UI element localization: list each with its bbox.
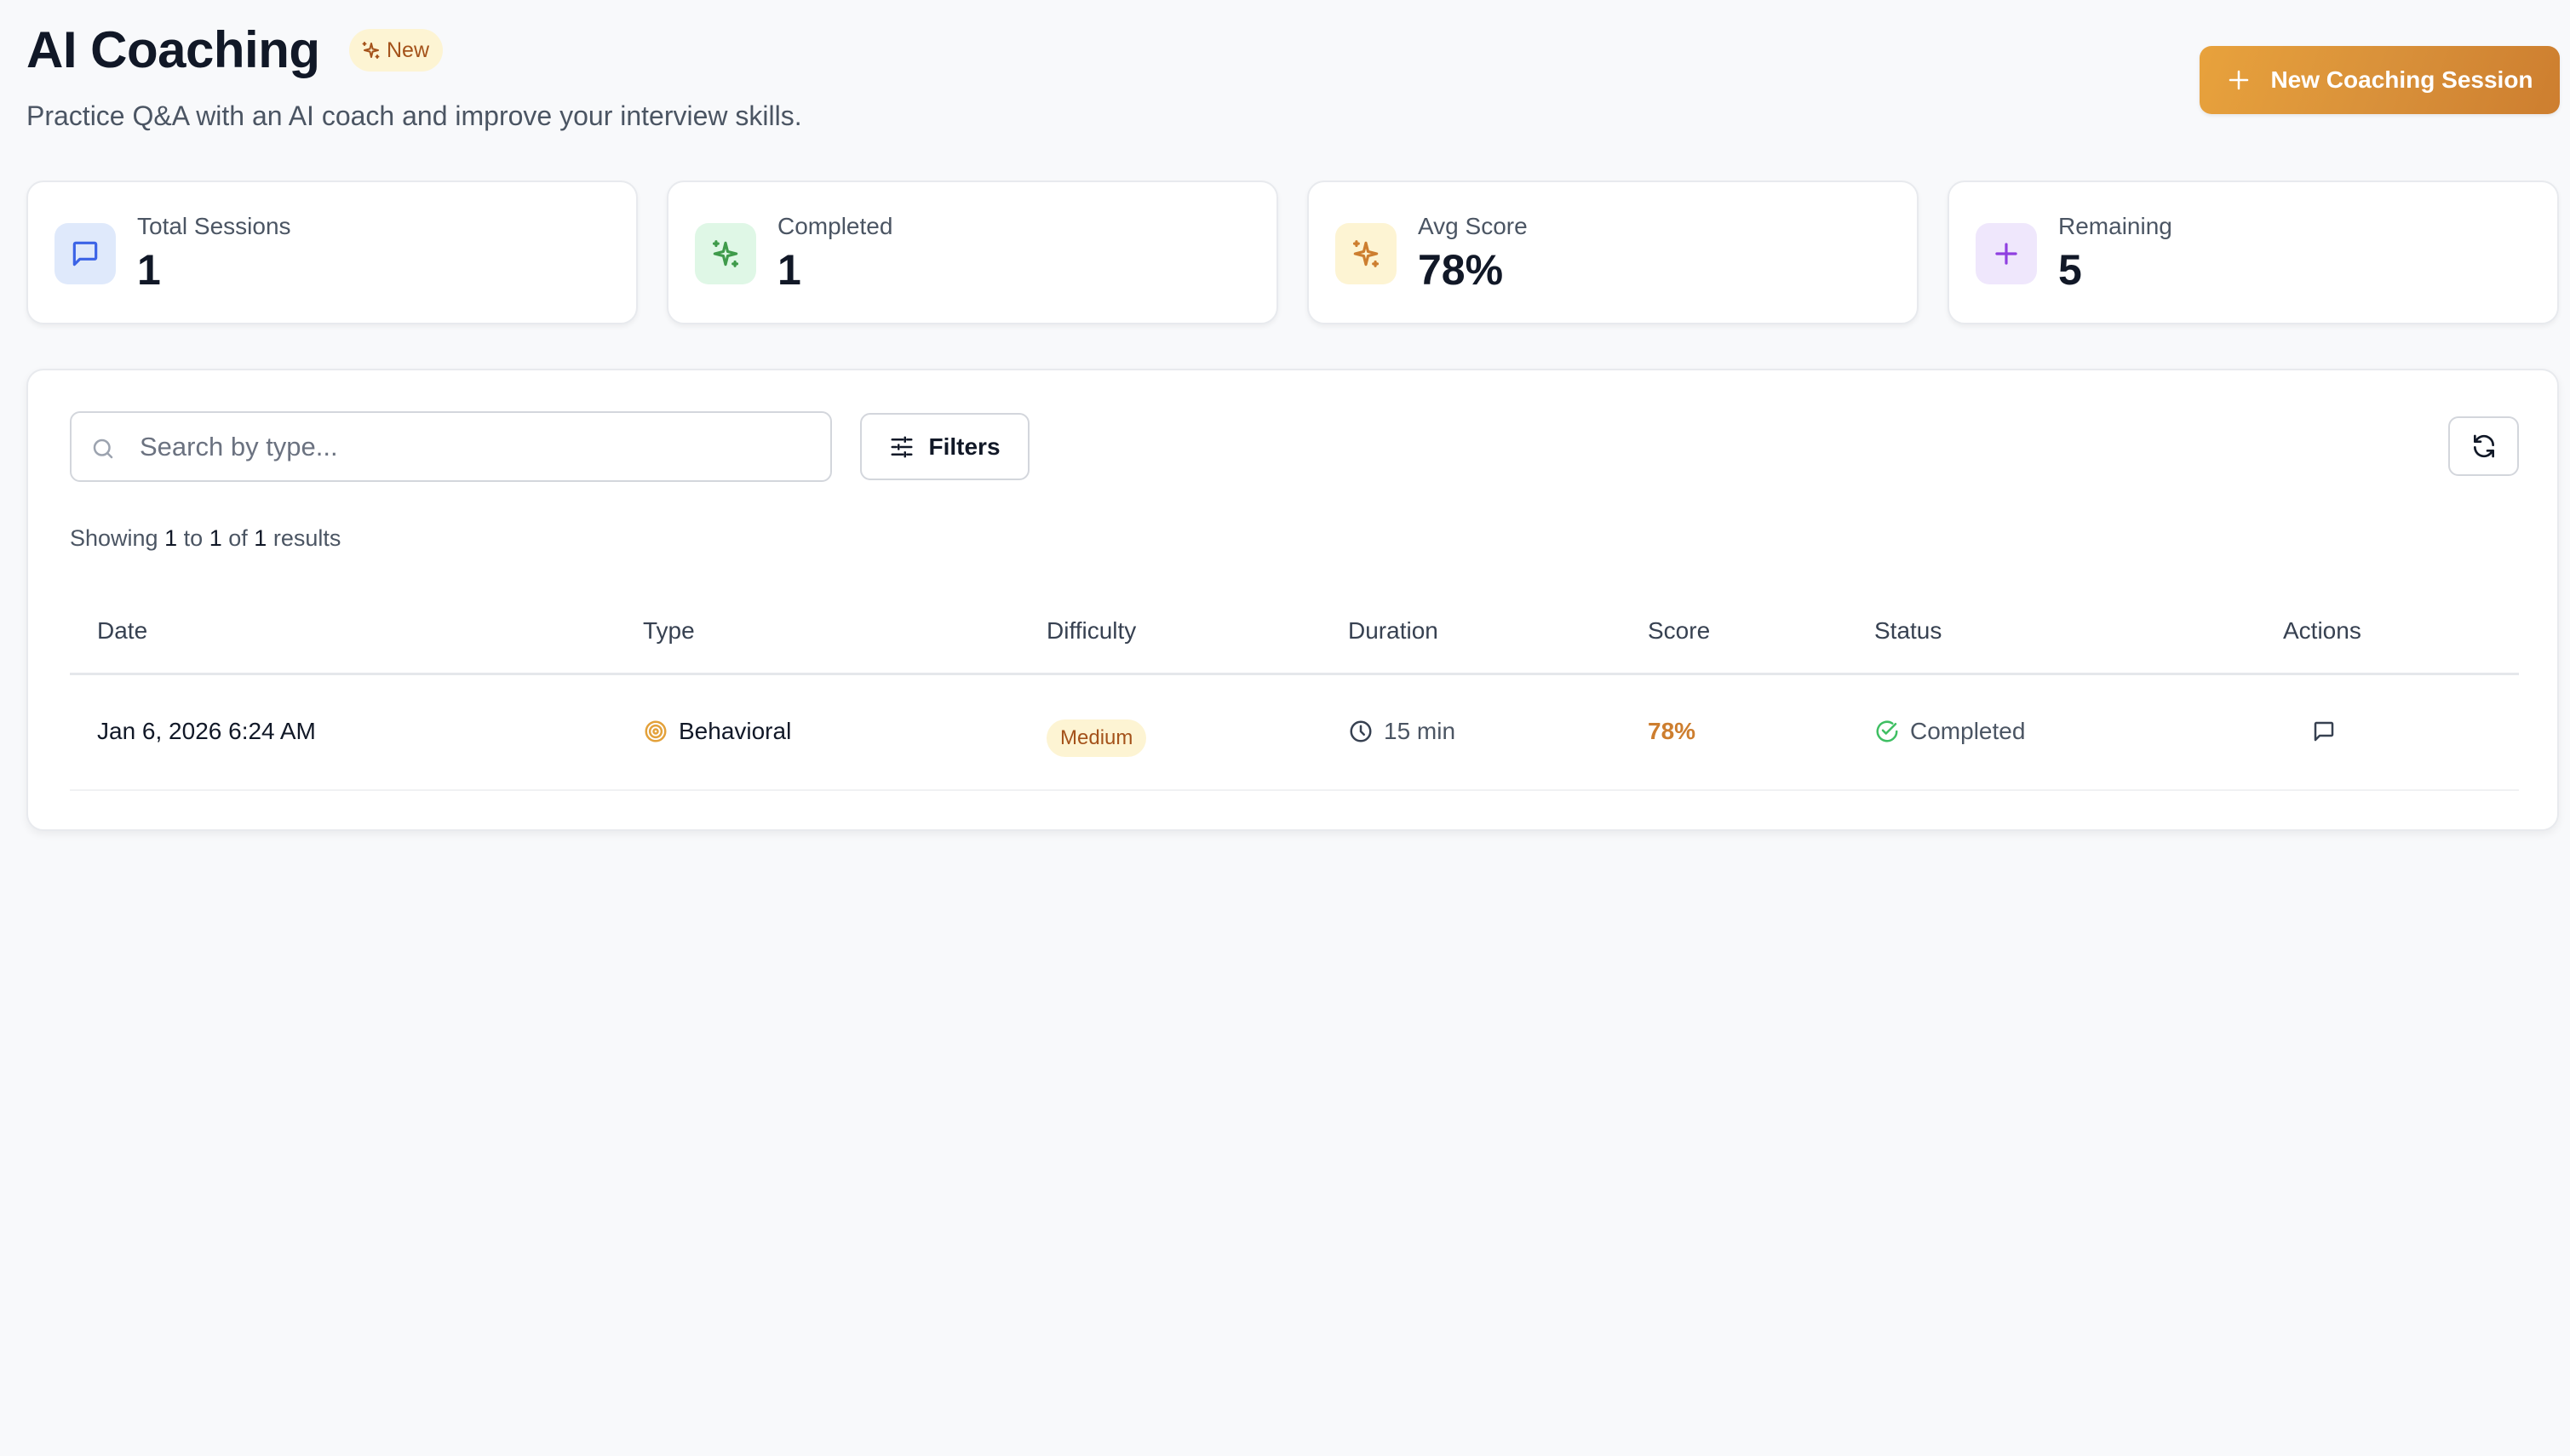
filters-label: Filters [928,433,1001,460]
stat-value: 1 [777,246,801,294]
stat-value: 1 [137,246,161,294]
duration-text: 15 min [1384,718,1456,744]
results-summary: Showing 1 to 1 of 1 results [70,525,341,552]
stat-card-total-sessions: Total Sessions 1 [26,181,638,324]
sliders-icon [891,436,913,457]
score-text: 78% [1648,718,1696,744]
page-title: AI Coaching [26,21,320,78]
cell-type: Behavioral [643,718,791,745]
sparkles-icon [712,240,739,267]
sparkles-icon [362,42,380,59]
refresh-button[interactable] [2448,416,2519,476]
new-badge: New [349,29,444,72]
check-circle-icon [1876,720,1898,742]
results-of-word: of [228,525,248,551]
new-coaching-session-button[interactable]: New Coaching Session [2200,46,2560,114]
table-row[interactable]: Jan 6, 2026 6:24 AM Behavioral Medium 15… [70,675,2519,791]
clock-icon [1350,720,1372,742]
results-to: 1 [209,525,222,551]
column-header-status[interactable]: Status [1874,617,1942,644]
sparkles-icon [1352,240,1380,267]
results-to-word: to [183,525,204,551]
results-total: 1 [254,525,267,551]
stat-label: Remaining [2058,213,2172,239]
stat-label: Avg Score [1418,213,1528,239]
filters-button[interactable]: Filters [860,413,1030,480]
column-header-duration[interactable]: Duration [1348,617,1438,644]
refresh-icon [2473,434,2494,458]
new-badge-label: New [387,37,430,62]
search-input[interactable] [140,413,812,480]
column-header-score[interactable]: Score [1648,617,1711,644]
cell-date: Jan 6, 2026 6:24 AM [97,718,316,745]
column-header-difficulty[interactable]: Difficulty [1047,617,1137,644]
plus-icon [1995,243,2017,265]
view-chat-button[interactable] [2305,713,2343,750]
stat-icon-container [54,223,116,284]
search-field[interactable] [70,411,832,482]
stat-card-avg-score: Avg Score 78% [1307,181,1919,324]
new-coaching-session-label: New Coaching Session [2270,66,2533,93]
date-text: Jan 6, 2026 6:24 AM [97,718,316,744]
cell-status: Completed [1874,718,2025,745]
cell-duration: 15 min [1348,718,1455,745]
stat-icon-container [1335,223,1397,284]
search-icon [93,439,113,459]
plus-icon [2229,70,2249,90]
target-icon [645,720,667,742]
status-text: Completed [1910,718,2026,744]
results-suffix: results [272,525,341,551]
results-from: 1 [164,525,178,551]
table-header: Date Type Difficulty Duration Score Stat… [70,617,2519,675]
stat-card-completed: Completed 1 [667,181,1278,324]
stat-card-remaining: Remaining 5 [1948,181,2559,324]
difficulty-badge: Medium [1047,719,1147,757]
stat-label: Total Sessions [137,213,291,239]
type-text: Behavioral [679,718,792,744]
column-header-actions: Actions [2283,617,2361,644]
stat-icon-container [695,223,756,284]
results-prefix: Showing [70,525,158,551]
stat-label: Completed [777,213,893,239]
column-header-date[interactable]: Date [97,617,148,644]
column-header-type[interactable]: Type [643,617,695,644]
message-square-icon [2314,721,2334,742]
stat-icon-container [1976,223,2037,284]
stat-value: 78% [1418,246,1504,294]
cell-difficulty: Medium [1047,718,1147,757]
page-subtitle: Practice Q&A with an AI coach and improv… [26,100,802,131]
message-square-icon [72,241,98,267]
sessions-table-card: Filters Showing 1 to 1 of 1 results Date… [26,369,2559,831]
cell-score: 78% [1648,718,1695,745]
stat-value: 5 [2058,246,2082,294]
